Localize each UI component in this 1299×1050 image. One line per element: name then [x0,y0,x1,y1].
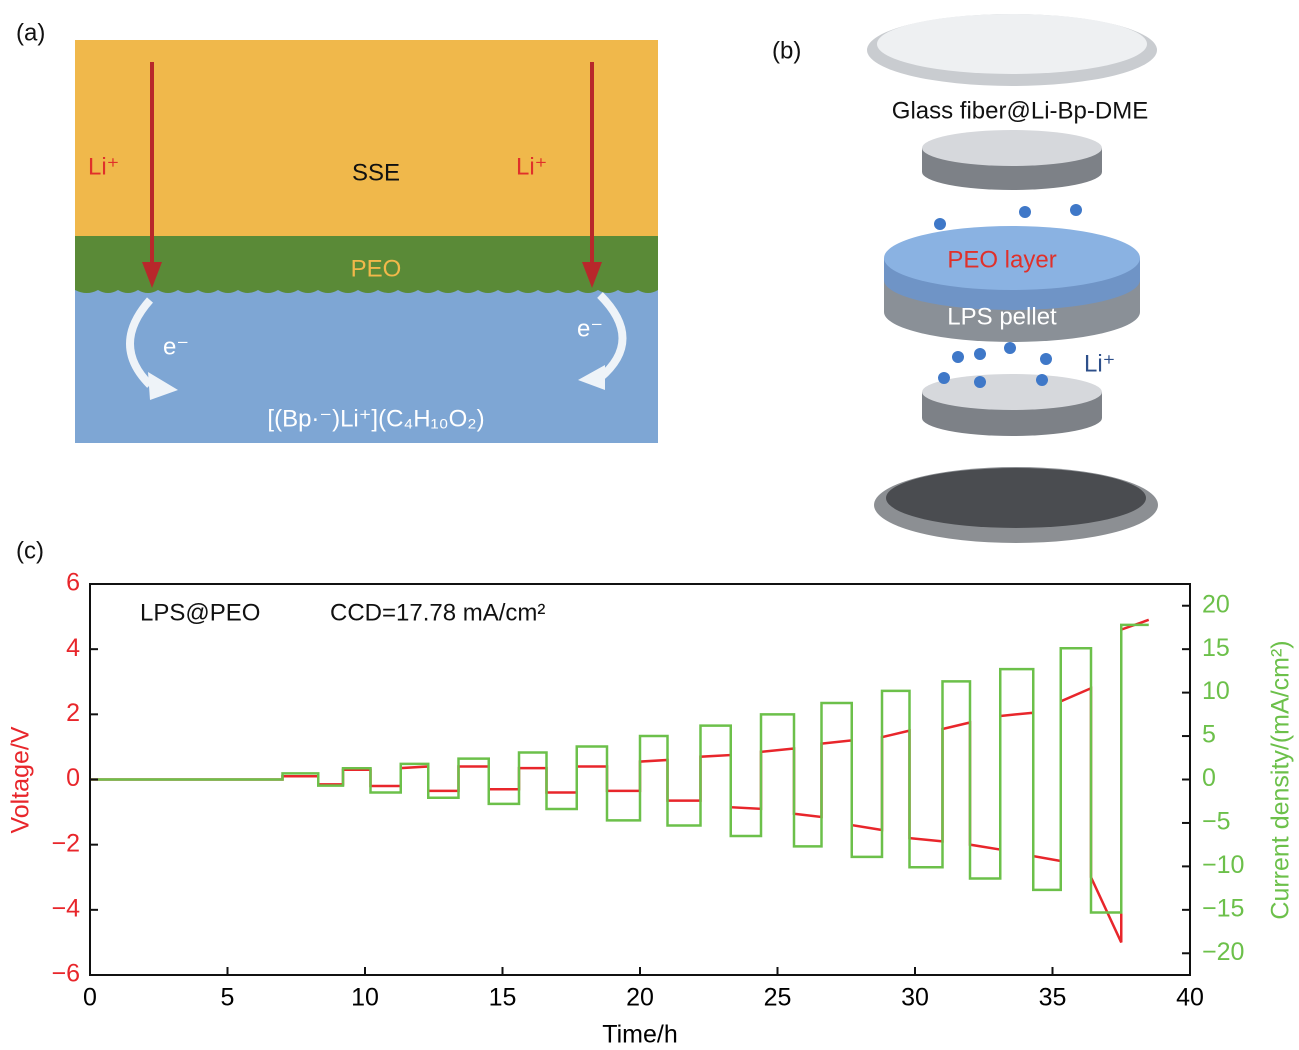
y-tick-label: 2 [66,699,80,727]
panel-b: (b) Glass fiber@Li-Bp-DME PEO layer LPS … [772,14,1158,543]
y-axis-label: Voltage/V [7,726,35,833]
sse-label: SSE [352,159,400,186]
panel-label: (a) [16,19,45,46]
y-tick-label: 4 [66,634,80,662]
x-tick-label: 15 [489,984,517,1012]
sse-layer [75,40,658,236]
data-line [90,623,1149,914]
annotation: CCD=17.78 mA/cm² [330,599,545,626]
y-tick-label: −2 [51,829,80,857]
li-label: Li⁺ [88,153,119,180]
bottom-case-inner [886,468,1146,528]
y-tick-label: 6 [66,569,80,597]
y2-tick-label: 20 [1202,590,1230,618]
formula-label: [(Bp·⁻)Li⁺](C₄H₁₀O₂) [267,405,484,432]
li-disk-top [922,374,1102,410]
x-tick-label: 25 [764,984,792,1012]
panel-label: (c) [16,537,44,564]
panel-a: (a) Li⁺ Li⁺ SSE PEO e⁻ e⁻ [(Bp·⁻)Li⁺](C₄… [16,19,658,443]
annotation: LPS@PEO [140,599,260,626]
x-tick-label: 0 [83,984,97,1012]
electron-arrows [126,292,627,400]
x-axis-label: Time/h [602,1021,677,1049]
x-tick-label: 35 [1039,984,1067,1012]
x-tick-label: 30 [901,984,929,1012]
x-tick-label: 5 [221,984,235,1012]
y-tick-label: −6 [51,960,80,988]
peo-layer [75,236,658,293]
lps-pellet-label: LPS pellet [947,303,1057,330]
y2-tick-label: 0 [1202,764,1216,792]
glass-fiber-label: Glass fiber@Li-Bp-DME [892,97,1148,124]
panel-label: (b) [772,37,801,64]
electron-label: e⁻ [163,333,189,360]
li-ions [934,204,1082,388]
li-label: Li⁺ [516,153,547,180]
electron-label: e⁻ [577,315,603,342]
y2-tick-label: −20 [1202,938,1244,966]
li-arrows [142,62,602,288]
y2-tick-label: 5 [1202,721,1216,749]
li-label: Li⁺ [1084,350,1115,377]
top-cap-face [877,14,1147,74]
y-tick-label: −4 [51,894,80,922]
y2-tick-label: 15 [1202,634,1230,662]
peo-layer-label: PEO layer [947,246,1056,273]
y2-tick-label: −10 [1202,851,1244,879]
peo-layer-top [884,226,1140,290]
y-tick-label: 0 [66,764,80,792]
y2-tick-label: 10 [1202,677,1230,705]
x-tick-label: 20 [626,984,654,1012]
glass-fiber-top [922,130,1102,166]
y2-tick-label: −5 [1202,808,1231,836]
peo-label: PEO [351,255,402,282]
x-tick-label: 10 [351,984,379,1012]
y2-axis-label: Current density/(mA/cm²) [1267,640,1295,919]
x-tick-label: 40 [1176,984,1204,1012]
data-line [90,618,1150,943]
y2-tick-label: −15 [1202,894,1244,922]
